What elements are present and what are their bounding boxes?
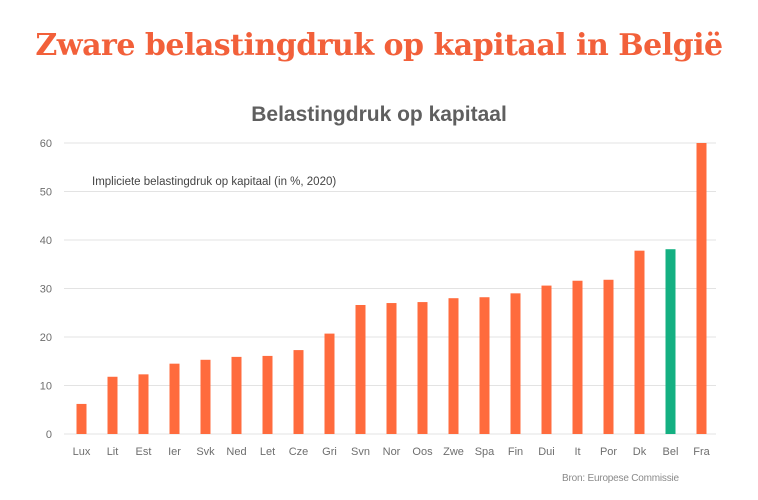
bar-est: [138, 374, 149, 434]
bar-dk: [634, 250, 645, 434]
y-tick-label: 20: [40, 332, 52, 344]
y-tick-label: 50: [40, 187, 52, 199]
x-tick-label-est: Est: [136, 446, 152, 458]
x-tick-label-fra: Fra: [693, 446, 710, 458]
bar-por: [603, 279, 614, 434]
x-tick-label-zwe: Zwe: [443, 446, 464, 458]
x-tick-label-fin: Fin: [508, 446, 523, 458]
x-tick-label-it: It: [574, 446, 580, 458]
bar-lux: [76, 403, 87, 434]
x-tick-label-bel: Bel: [663, 446, 679, 458]
chart-subtitle: Impliciete belastingdruk op kapitaal (in…: [92, 176, 336, 188]
x-tick-label-svn: Svn: [351, 446, 370, 458]
x-tick-label-por: Por: [600, 446, 617, 458]
y-tick-label: 0: [46, 429, 52, 441]
y-tick-label: 30: [40, 284, 52, 296]
x-tick-label-lit: Lit: [107, 446, 119, 458]
y-tick-label: 10: [40, 381, 52, 393]
headline: Zware belastingdruk op kapitaal in Belgi…: [35, 28, 723, 63]
x-tick-label-oos: Oos: [412, 446, 433, 458]
bar-fra: [696, 143, 707, 434]
bar-bel: [665, 249, 676, 434]
bar-dui: [541, 285, 552, 434]
bar-zwe: [448, 298, 459, 434]
bar-cze: [293, 350, 304, 434]
bar-ier: [169, 363, 180, 434]
x-tick-label-spa: Spa: [475, 446, 495, 458]
bar-lit: [107, 376, 118, 434]
x-tick-label-let: Let: [260, 446, 275, 458]
x-tick-label-svk: Svk: [196, 446, 215, 458]
chart-title: Belastingdruk op kapitaal: [251, 103, 507, 126]
y-tick-label: 40: [40, 235, 52, 247]
bars: [76, 143, 707, 434]
bar-svn: [355, 304, 366, 434]
x-tick-label-ned: Ned: [226, 446, 246, 458]
bar-spa: [479, 297, 490, 434]
source-note: Bron: Europese Commissie: [562, 473, 679, 484]
bar-let: [262, 355, 273, 434]
x-tick-label-dui: Dui: [538, 446, 555, 458]
bar-it: [572, 280, 583, 434]
x-tick-label-lux: Lux: [73, 446, 91, 458]
x-tick-label-dk: Dk: [633, 446, 647, 458]
x-tick-label-cze: Cze: [289, 446, 309, 458]
y-axis-ticks: 0 10 20 30 40 50 60: [40, 138, 52, 441]
bar-ned: [231, 356, 242, 434]
bar-gri: [324, 333, 335, 434]
bar-nor: [386, 303, 397, 434]
x-tick-label-gri: Gri: [322, 446, 337, 458]
bar-oos: [417, 302, 428, 434]
x-tick-label-nor: Nor: [383, 446, 401, 458]
bar-fin: [510, 293, 521, 434]
x-axis-ticks: Lux Lit Est Ier Svk Ned Let Cze Gri Svn Nor Oos Zwe S…: [73, 446, 711, 458]
y-tick-label: 60: [40, 138, 52, 150]
x-tick-label-ier: Ier: [168, 446, 181, 458]
bar-svk: [200, 359, 211, 434]
